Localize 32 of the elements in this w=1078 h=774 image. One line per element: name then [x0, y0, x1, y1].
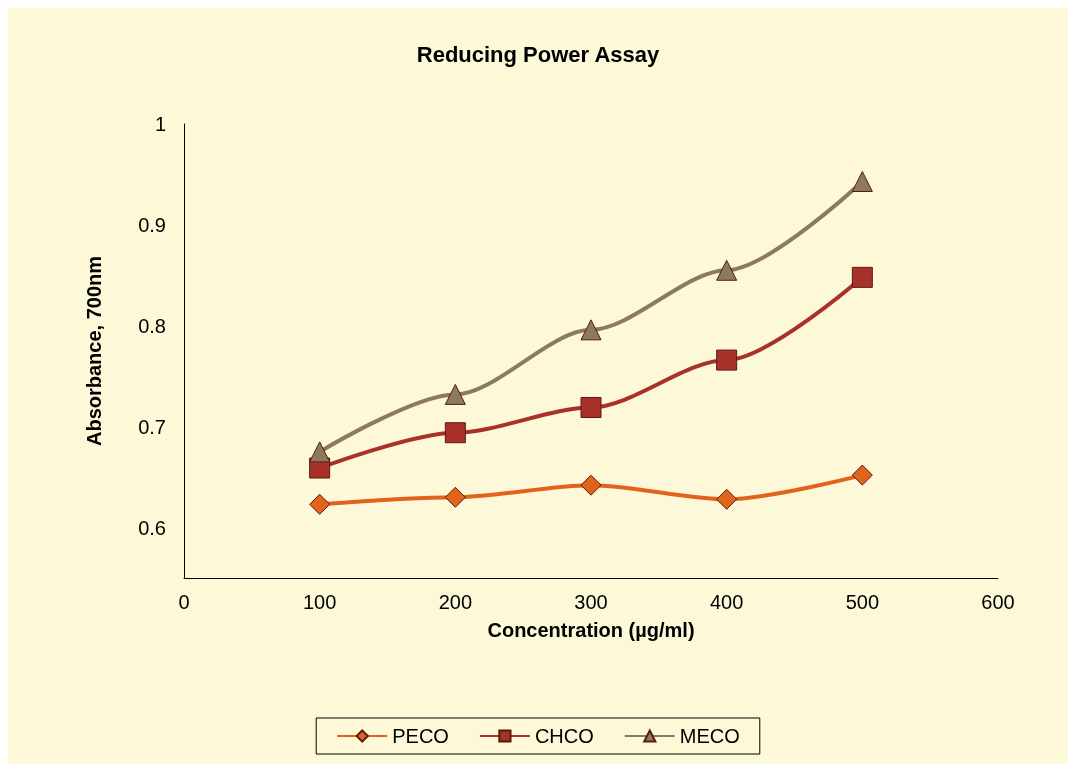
point: [716, 349, 738, 371]
point: [851, 171, 873, 193]
point: [444, 486, 466, 508]
x-tick-label: 0: [178, 591, 190, 613]
legend-label: PECO: [392, 725, 449, 747]
y-axis-title: Absorbance, 700nm: [83, 255, 105, 447]
point: [851, 266, 873, 288]
y-tick-label: 0.8: [138, 314, 166, 337]
point: [444, 422, 466, 444]
x-tick-label: 600: [981, 591, 1015, 613]
chart-title: Reducing Power Assay: [416, 41, 661, 67]
legend-label: CHCO: [534, 725, 594, 747]
y-tick-label: 0.6: [138, 516, 166, 539]
x-axis-title: Concentration (µg/ml): [487, 619, 695, 641]
point: [851, 464, 873, 486]
point: [309, 441, 331, 463]
x-tick-label: 500: [845, 591, 880, 613]
x-tick-label: 200: [438, 591, 473, 613]
x-tick-label: 300: [574, 591, 608, 613]
y-tick-label: 0.7: [138, 415, 166, 438]
x-tick-label: 100: [302, 591, 337, 613]
point: [580, 319, 602, 341]
point: [716, 259, 738, 281]
point: [580, 474, 602, 496]
x-tick-label: 400: [709, 591, 744, 613]
y-tick-label: 1: [154, 113, 166, 135]
legend-label: MECO: [679, 725, 740, 747]
point: [716, 488, 738, 510]
y-tick-label: 0.9: [138, 213, 166, 236]
point: [444, 383, 466, 405]
point: [309, 493, 331, 515]
point: [580, 397, 602, 418]
